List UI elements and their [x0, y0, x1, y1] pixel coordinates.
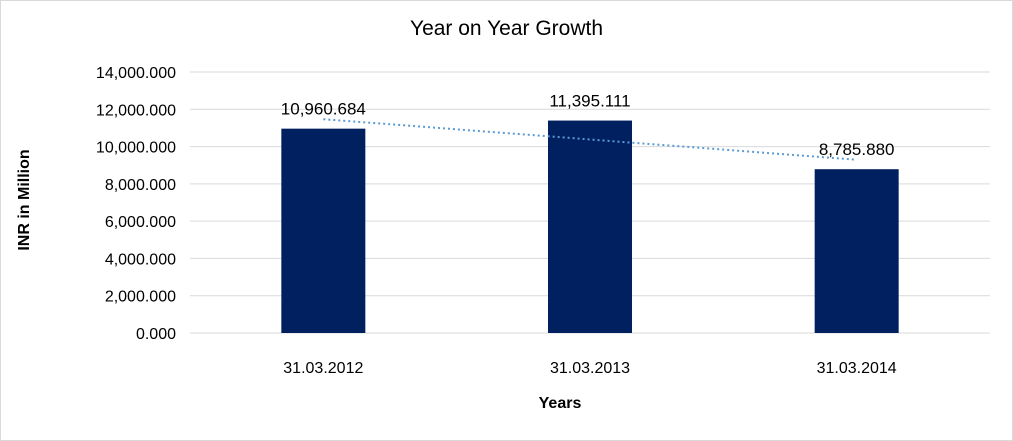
data-label: 8,785.880 — [819, 140, 895, 159]
y-tick-label: 0.000 — [136, 326, 176, 343]
bar — [814, 169, 899, 333]
y-tick-label: 2,000.000 — [105, 289, 176, 306]
x-tick-label: 31.03.2012 — [283, 360, 363, 377]
y-tick-label: 4,000.000 — [105, 251, 176, 268]
y-tick-label: 12,000.000 — [96, 102, 176, 119]
y-tick-label: 8,000.000 — [105, 177, 176, 194]
y-tick-label: 10,000.000 — [96, 140, 176, 157]
x-tick-label: 31.03.2014 — [817, 360, 897, 377]
chart-title: Year on Year Growth — [409, 17, 604, 40]
y-tick-label: 6,000.000 — [105, 214, 176, 231]
trendline — [323, 118, 857, 161]
bar — [281, 128, 366, 333]
y-tick-label: 14,000.000 — [96, 65, 176, 82]
x-tick-label: 31.03.2013 — [550, 360, 630, 377]
data-label: 11,395.111 — [549, 92, 630, 111]
x-axis-label: Years — [538, 395, 582, 412]
bar — [548, 120, 632, 333]
data-label: 10,960.684 — [281, 100, 366, 119]
